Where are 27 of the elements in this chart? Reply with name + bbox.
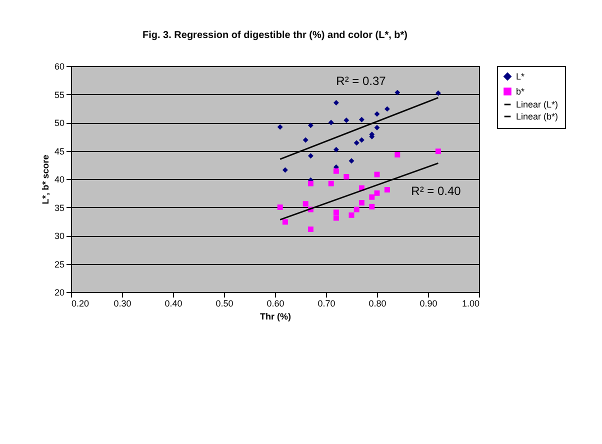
x-tick-label: 0.80: [368, 298, 386, 308]
x-tick-label: 0.90: [420, 298, 438, 308]
y-tick-label: 35: [54, 202, 64, 213]
x-tick-label: 0.20: [72, 298, 90, 308]
x-tick-label: 0.50: [216, 298, 234, 308]
y-tick-label: 40: [54, 174, 64, 184]
legend-label: Linear (b*): [516, 112, 558, 122]
y-tick-label: 30: [54, 231, 64, 241]
chart-title: Fig. 3. Regression of digestible thr (%) and color (L*, b*): [142, 30, 408, 41]
y-tick-label: 45: [54, 146, 64, 156]
y-tick-label: 60: [54, 62, 64, 72]
x-axis-title: Thr (%): [260, 312, 291, 322]
y-tick-label: 55: [54, 90, 64, 100]
x-tick-label: 0.60: [266, 298, 284, 308]
x-tick-label: 0.40: [164, 298, 182, 308]
y-tick-label: 50: [54, 118, 64, 128]
y-tick-label: 20: [54, 288, 64, 298]
legend-label: L*: [516, 72, 526, 82]
y-axis-title: L*, b* score: [40, 154, 50, 204]
legend-label: b*: [516, 86, 526, 96]
x-tick-label: 1.00: [462, 298, 480, 308]
y-tick-label: 25: [54, 259, 64, 270]
annotation: R² = 0.37: [336, 74, 386, 88]
annotation: R² = 0.40: [411, 184, 462, 198]
x-tick-label: 0.30: [114, 298, 132, 308]
legend-label: Linear (L*): [516, 100, 558, 110]
x-tick-label: 0.70: [318, 298, 336, 308]
